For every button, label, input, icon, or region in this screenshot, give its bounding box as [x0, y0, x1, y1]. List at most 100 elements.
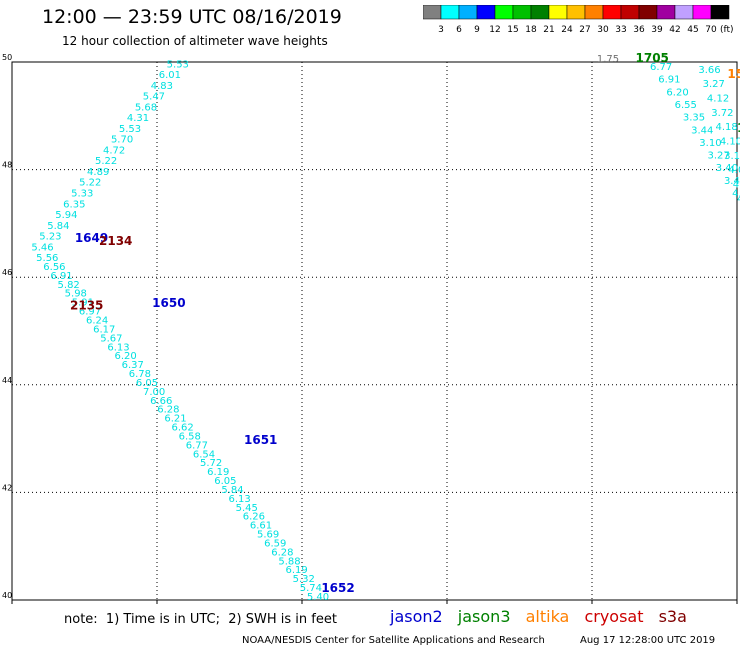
wave-height-value: 3.10	[699, 138, 721, 149]
wave-height-value: 6.56	[43, 262, 65, 273]
wave-height-value: 5.69	[257, 530, 279, 541]
wave-height-value: 5.72	[200, 458, 222, 469]
wave-height-value: 5.91	[72, 298, 94, 309]
wave-height-value: 6.78	[129, 369, 151, 380]
wave-height-value: 3.44	[691, 125, 713, 136]
wave-height-value: 6.54	[193, 449, 215, 460]
y-tick-label: 50	[2, 53, 12, 62]
scale-label: 24	[561, 25, 573, 35]
scale-label: 27	[579, 25, 590, 35]
wave-height-value: 6.59	[264, 538, 286, 549]
scale-label: 3	[438, 25, 444, 35]
wave-height-value: 6.28	[157, 405, 179, 416]
pass-time-label: 1651	[244, 433, 277, 447]
timestamp: Aug 17 12:28:00 UTC 2019	[580, 635, 716, 646]
scale-label: 70	[705, 25, 717, 35]
y-tick-label: 42	[2, 483, 12, 492]
scale-label: 12	[489, 25, 500, 35]
satellite-legend: jason2 jason3 altika cryosat s3a	[390, 607, 697, 626]
pass-time-label: 15	[727, 67, 740, 81]
wave-height-value: 5.33	[71, 189, 93, 200]
pass-time-label: 1.75	[597, 54, 619, 65]
color-scale-bar: 3 6 9 12 15 18 21 24 27 30 33 36 39 42 45 70 (ft)	[423, 5, 734, 35]
wave-height-value: 6.13	[107, 342, 129, 353]
credit-line: NOAA/NESDIS Center for Satellite Applica…	[242, 635, 545, 646]
wave-height-value: 5.70	[111, 135, 133, 146]
scale-unit: (ft)	[720, 25, 734, 35]
wave-height-value: 5.88	[278, 556, 300, 567]
wave-height-value: 3.27	[708, 151, 730, 162]
wave-height-value: 3.72	[711, 108, 733, 119]
wave-height-value: 3.44	[724, 176, 740, 187]
footnote: note: 1) Time is in UTC; 2) SWH is in fe…	[64, 612, 337, 627]
plot-frame	[11, 61, 738, 601]
scale-label: 21	[543, 25, 554, 35]
pass-time-label: 1649	[75, 231, 108, 245]
wave-height-value: 6.91	[658, 75, 680, 86]
wave-height-value: 6.61	[250, 521, 272, 532]
scale-label: 9	[474, 25, 480, 35]
scale-label: 30	[597, 25, 609, 35]
wave-height-value: 5.74	[300, 583, 322, 594]
wave-height-value: 4.2	[733, 180, 740, 191]
wave-height-value: 3.40	[716, 163, 738, 174]
wave-height-value: 6.97	[79, 307, 101, 318]
wave-height-value: 4.83	[151, 81, 173, 92]
wave-height-value: 6.20	[666, 87, 688, 98]
scale-label: 45	[687, 25, 698, 35]
wave-height-value: 5.32	[293, 574, 315, 585]
wave-height-value: 5.68	[135, 102, 157, 113]
legend-altika: altika	[525, 607, 570, 626]
wave-height-value: 6.20	[115, 351, 137, 362]
wave-height-value: 4.89	[87, 167, 109, 178]
y-tick-label: 40	[2, 591, 12, 600]
wave-height-value: 6.17	[93, 324, 115, 335]
scale-swatch	[710, 5, 730, 20]
wave-height-value: 3.17	[724, 151, 740, 162]
pass-time-label: 1650	[152, 296, 185, 310]
wave-height-value: 5.84	[221, 485, 243, 496]
scale-label: 39	[651, 25, 663, 35]
wave-height-value: 6.91	[50, 271, 72, 282]
pass-time-label: 2135	[70, 298, 103, 312]
y-tick-label: 48	[2, 161, 12, 170]
wave-height-value: 6.21	[164, 414, 186, 425]
wave-height-value: 5.22	[79, 178, 101, 189]
wave-height-value: 5.22	[95, 156, 117, 167]
wave-height-value: 6.19	[285, 565, 307, 576]
wave-height-value: 4.1	[737, 194, 740, 205]
wave-height-value: 6.66	[150, 396, 172, 407]
wave-height-value: 3.35	[683, 113, 705, 124]
scale-label: 6	[456, 25, 462, 35]
scale-label: 15	[507, 25, 518, 35]
wave-height-value: 5.53	[167, 59, 189, 70]
scale-label: 18	[525, 25, 537, 35]
wave-height-value: 6.05	[214, 476, 236, 487]
wave-height-value: 6.19	[207, 467, 229, 478]
scale-label: 36	[633, 25, 645, 35]
wave-height-value: 5.56	[36, 253, 58, 264]
legend-jason3: jason3	[457, 607, 511, 626]
wave-height-value: 5.45	[236, 503, 258, 514]
wave-height-value: 4.72	[103, 145, 125, 156]
pass-time-label: 1652	[321, 581, 354, 595]
altimeter-map: -165-162-159-156-153-154042444648505.536…	[2, 51, 740, 604]
legend-s3a: s3a	[658, 607, 687, 626]
wave-height-value: 5.46	[31, 242, 53, 253]
wave-height-value: 3.66	[698, 65, 720, 76]
wave-height-value: 6.77	[186, 440, 208, 451]
wave-height-value: 6.77	[650, 62, 672, 73]
wave-height-value: 4.0	[728, 165, 740, 176]
pass-time-label: 1705	[636, 51, 669, 65]
wave-height-value: 6.35	[63, 199, 85, 210]
chart-subtitle: 12 hour collection of altimeter wave hei…	[62, 34, 328, 48]
wave-height-value: 4.18	[716, 122, 738, 133]
y-tick-label: 46	[2, 268, 12, 277]
wave-height-value: 5.94	[55, 210, 77, 221]
wave-height-value: 6.28	[271, 547, 293, 558]
wave-height-value: 6.26	[243, 512, 265, 523]
wave-height-value: 4.12	[707, 93, 729, 104]
wave-height-value: 6.58	[179, 431, 201, 442]
scale-label: 33	[615, 25, 626, 35]
wave-height-value: 3.27	[703, 79, 725, 90]
